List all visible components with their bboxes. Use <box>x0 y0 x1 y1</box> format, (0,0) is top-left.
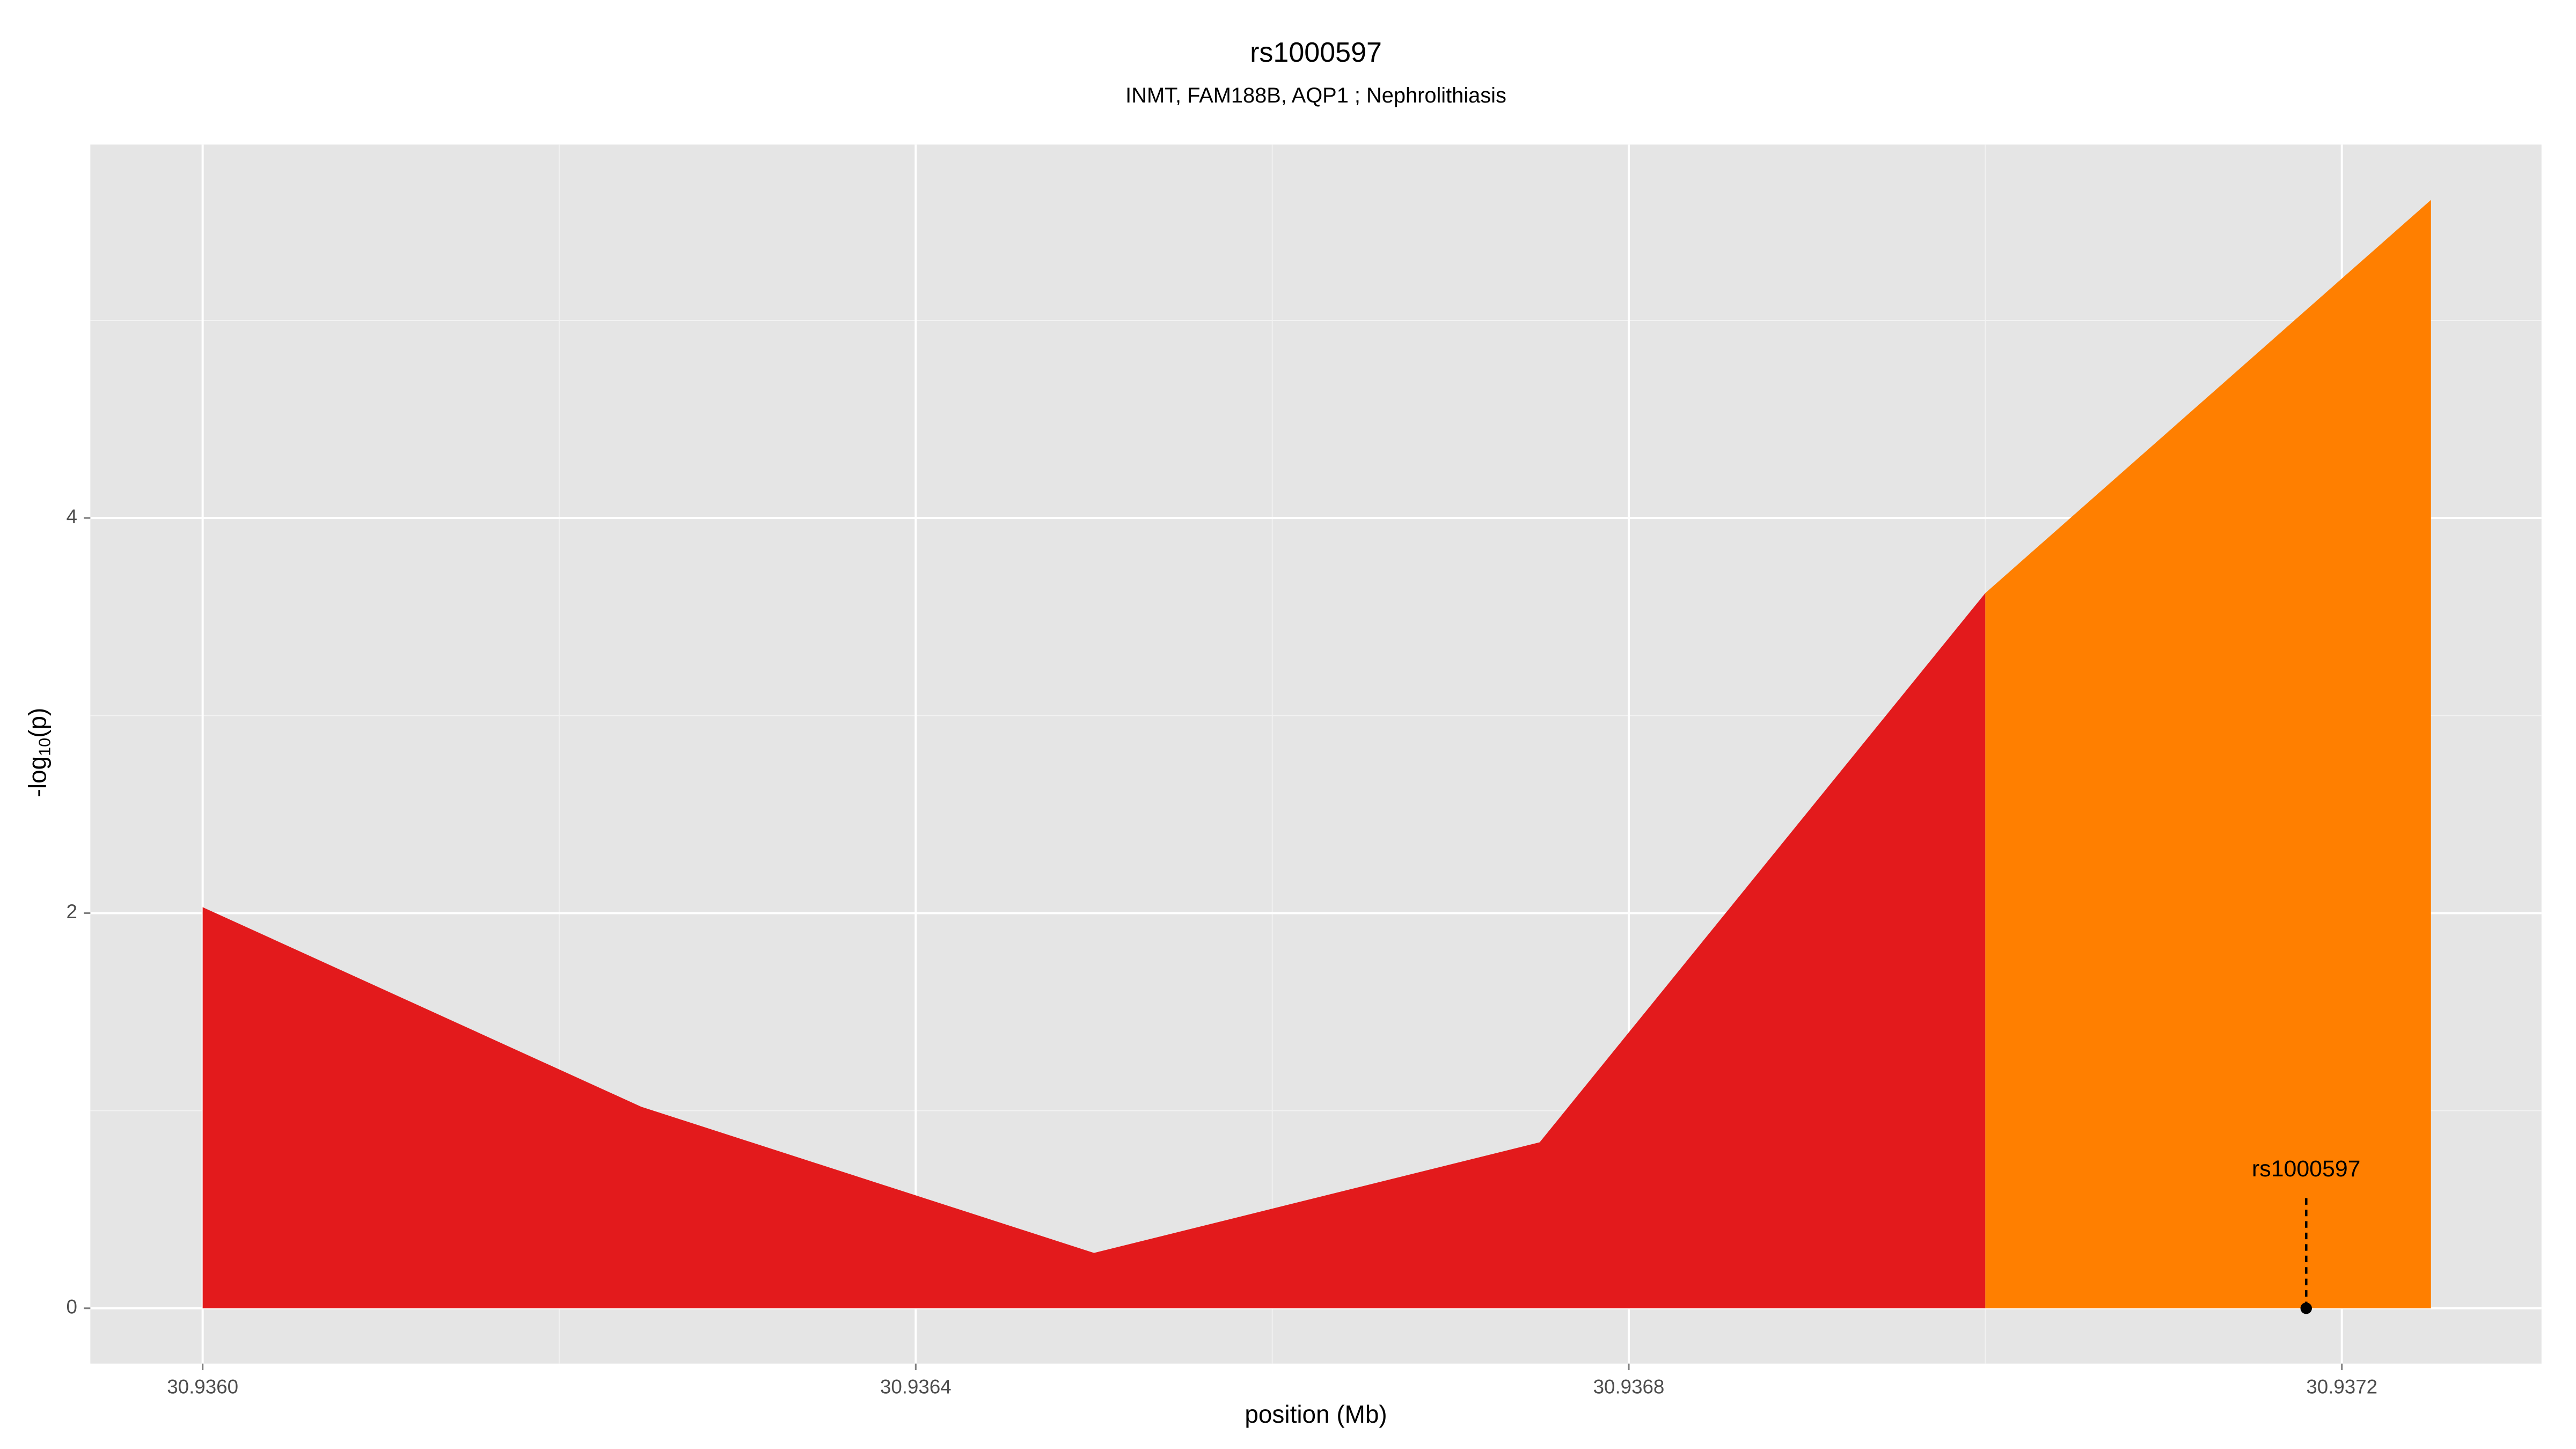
annotation-label: rs1000597 <box>2252 1156 2360 1182</box>
x-tick-label: 30.9360 <box>167 1375 238 1397</box>
y-axis-label: -log10(p) <box>24 708 54 797</box>
area <box>202 593 1986 1308</box>
x-tick-label: 30.9372 <box>2306 1375 2377 1397</box>
chart-subtitle: INMT, FAM188B, AQP1 ; Nephrolithiasis <box>1125 84 1506 107</box>
area <box>1985 200 2431 1308</box>
x-tick-label: 30.9364 <box>880 1375 952 1397</box>
y-label-sub: 10 <box>36 738 54 756</box>
chart-title: rs1000597 <box>1250 37 1382 68</box>
y-label-part: (p) <box>24 708 52 738</box>
y-label-part: -log <box>24 756 52 797</box>
annotation-point <box>2300 1302 2312 1314</box>
y-tick-label: 4 <box>66 506 77 528</box>
y-tick-label: 2 <box>66 901 77 923</box>
y-tick-label: 0 <box>66 1296 77 1318</box>
x-tick-label: 30.9368 <box>1593 1375 1665 1397</box>
x-axis-label: position (Mb) <box>1245 1400 1387 1428</box>
